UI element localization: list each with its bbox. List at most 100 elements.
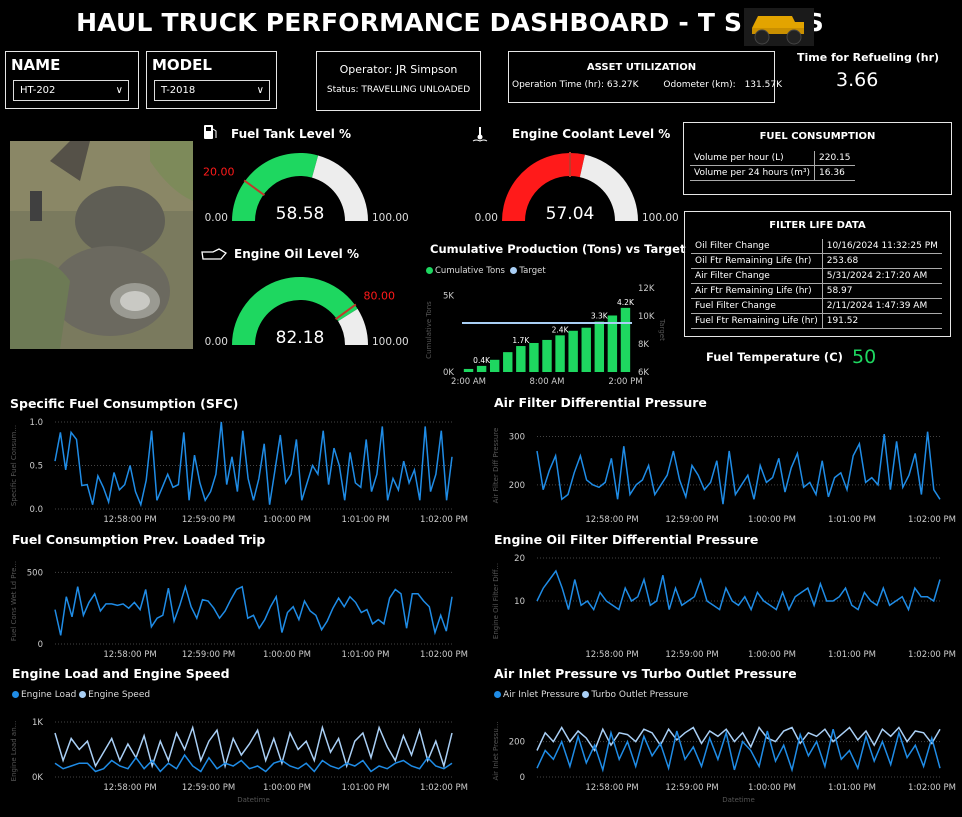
x-tick: 12:59:00 PM	[182, 783, 235, 793]
x-tick: 1:00:00 PM	[748, 650, 796, 660]
gauge-value-arc	[502, 153, 585, 221]
refuel-value: 3.66	[836, 69, 879, 91]
y-tick: 0	[38, 640, 43, 650]
gauge-max-label: 100.00	[372, 212, 409, 224]
operator-status: Status: TRAVELLING UNLOADED	[326, 85, 471, 95]
production-bar	[542, 339, 552, 372]
oil-filter-chart: 20 10 Engine Oil Filter Diff... 12:58:00 PM…	[492, 554, 956, 660]
gauge-remaining-arc	[338, 308, 368, 345]
legend-engine-speed: Engine Speed	[88, 690, 151, 700]
y-axis-title: Fuel Cons Wet Ld Pre...	[10, 561, 18, 641]
y-left-tick: 0K	[443, 368, 454, 378]
production-bar-label: 0.4K	[473, 356, 491, 365]
production-bar	[607, 315, 618, 372]
thermometer-icon	[472, 127, 488, 142]
model-filter-label: MODEL	[152, 56, 212, 74]
oil-can-icon	[201, 248, 227, 260]
y-left-title: Cumulative Tons	[425, 301, 433, 359]
series-line	[536, 729, 941, 773]
x-tick: 12:59:00 PM	[665, 515, 718, 525]
production-bar	[620, 307, 631, 372]
filter-life-key: Oil Filter Change	[691, 239, 823, 254]
filter-life-row: Air Ftr Remaining Life (hr) 58.97	[691, 283, 942, 299]
name-filter-label: NAME	[11, 56, 61, 74]
x-axis-title: Datetime	[237, 796, 270, 804]
model-select[interactable]: T-2018 ∨	[154, 80, 270, 101]
y-axis-title: Air Filter Diff Pressure	[492, 428, 500, 504]
x-axis-title: Datetime	[722, 796, 755, 804]
filter-life-row: Fuel Ftr Remaining Life (hr) 191.52	[691, 313, 942, 329]
asset-utilization-card: ASSET UTILIZATION Operation Time (hr): 6…	[508, 51, 782, 103]
name-select-value: HT-202	[20, 85, 56, 96]
fuel-consumption-key: Volume per 24 hours (m³)	[690, 165, 816, 181]
name-filter-card: NAME HT-202 ∨	[5, 51, 139, 109]
sfc-chart: 1.0 0.5 0.0 Specific Fuel Consum... 12:58:00…	[10, 418, 468, 525]
filter-life-value: 58.97	[822, 283, 942, 299]
filter-life-value: 5/31/2024 2:17:20 AM	[822, 268, 942, 284]
y-right-tick: 10K	[638, 312, 655, 322]
filter-life-value: 2/11/2024 1:47:39 AM	[822, 298, 942, 314]
air-turbo-chart-title: Air Inlet Pressure vs Turbo Outlet Press…	[494, 666, 797, 681]
series-line	[536, 726, 941, 753]
x-tick: 12:58:00 PM	[585, 783, 638, 793]
fuel-consumption-table: Volume per hour (L) 220.15 Volume per 24 h…	[690, 151, 855, 181]
production-bar	[568, 330, 578, 372]
filter-life-table: Oil Filter Change 10/16/2024 11:32:25 PM O…	[691, 239, 942, 329]
gauge-target-marker	[335, 303, 357, 320]
y-tick: 20	[514, 554, 525, 564]
x-tick: 8:00 AM	[530, 377, 565, 387]
sfc-chart-title: Specific Fuel Consumption (SFC)	[10, 396, 239, 411]
x-tick: 12:59:00 PM	[182, 515, 235, 525]
gauge-remaining-arc	[311, 155, 368, 221]
fuel-consumption-row: Volume per 24 hours (m³) 16.36	[690, 165, 855, 181]
legend-turbo-outlet: Turbo Outlet Pressure	[591, 690, 689, 700]
x-tick: 2:00 PM	[608, 377, 642, 387]
gauge-value-arc	[232, 277, 358, 345]
production-bar	[529, 342, 539, 372]
air-filter-chart: 300 200 Air Filter Diff Pressure 12:58:00 P…	[492, 428, 956, 525]
oil-gauge: 80.00 82.18 0.00 100.00	[205, 277, 409, 348]
series-line	[54, 584, 453, 636]
production-bar	[489, 359, 500, 372]
operator-name: Operator: JR Simpson	[339, 63, 458, 76]
production-bar	[503, 352, 513, 372]
x-tick: 1:01:00 PM	[342, 783, 390, 793]
series-line	[54, 421, 453, 508]
gauge-max-label: 100.00	[372, 336, 409, 348]
fuel-consumption-title: FUEL CONSUMPTION	[759, 131, 876, 142]
x-tick: 1:00:00 PM	[748, 515, 796, 525]
production-legend: Cumulative Tons Target	[426, 266, 546, 276]
y-axis-title: Specific Fuel Consum...	[10, 425, 18, 506]
production-bar	[516, 346, 526, 372]
production-chart-title: Cumulative Production (Tons) vs Target	[430, 242, 686, 256]
x-tick: 12:58:00 PM	[585, 650, 638, 660]
gauge-value-label: 58.58	[276, 204, 325, 224]
chevron-down-icon: ∨	[115, 85, 123, 96]
fuel-consumption-value: 16.36	[814, 165, 855, 181]
production-bar-label: 3.3K	[591, 312, 609, 321]
y-tick: 0.0	[29, 505, 43, 515]
odometer-label: Odometer (km):	[663, 80, 736, 90]
name-select[interactable]: HT-202 ∨	[13, 80, 129, 101]
model-select-value: T-2018	[161, 85, 196, 96]
x-tick: 12:59:00 PM	[665, 783, 718, 793]
y-tick: 1K	[32, 718, 43, 728]
filter-life-key: Fuel Ftr Remaining Life (hr)	[691, 313, 823, 329]
x-tick: 1:00:00 PM	[263, 515, 311, 525]
production-bar	[555, 335, 565, 372]
gauge-min-label: 0.00	[205, 336, 228, 348]
air-filter-chart-title: Air Filter Differential Pressure	[494, 395, 707, 410]
y-axis-title: Air Inlet Pressu...	[492, 721, 500, 780]
page-title: HAUL TRUCK PERFORMANCE DASHBOARD - T SER…	[76, 8, 824, 37]
load-speed-legend: Engine Load Engine Speed	[12, 690, 150, 700]
filter-life-value: 191.52	[822, 313, 942, 329]
fuel-tank-gauge-icon	[204, 125, 217, 139]
production-bar	[463, 368, 474, 372]
y-right-title: Target	[658, 318, 665, 341]
air-turbo-legend: Air Inlet Pressure Turbo Outlet Pressure	[494, 690, 688, 700]
y-tick: 0K	[32, 773, 43, 783]
y-right-tick: 8K	[638, 340, 649, 350]
filter-life-row: Fuel Filter Change 2/11/2024 1:47:39 AM	[691, 298, 942, 314]
x-tick: 1:02:00 PM	[908, 515, 956, 525]
